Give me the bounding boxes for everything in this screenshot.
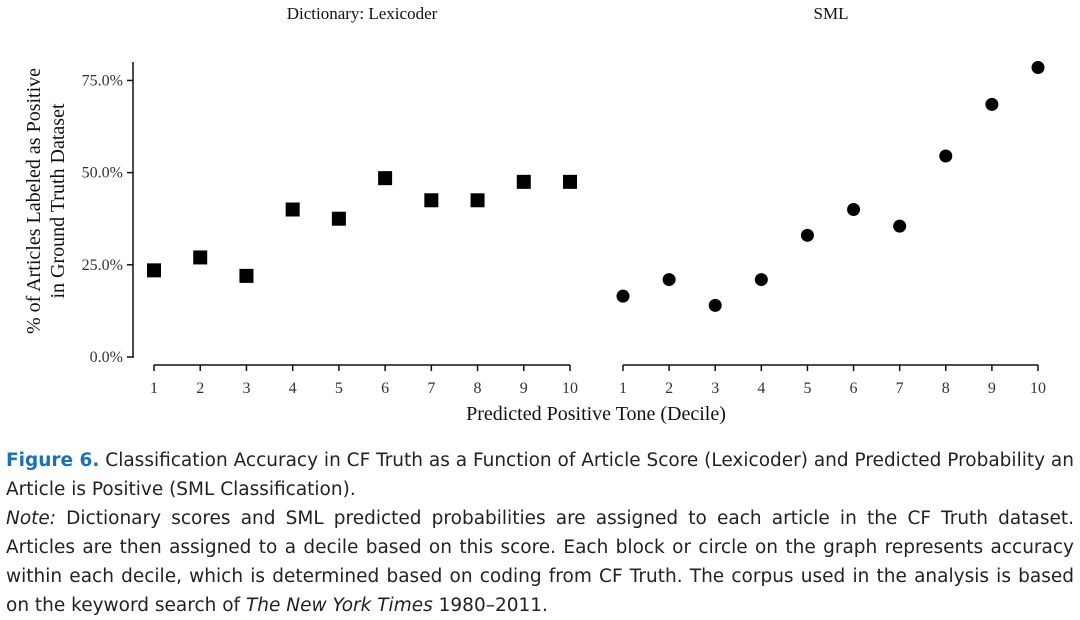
lexicoder-point [516,174,531,189]
lexicoder-point [378,171,393,186]
sml-point [754,273,768,287]
panel-title-sml: SML [814,4,849,23]
y-tick-label: 75.0% [82,72,123,89]
lexicoder-point [193,250,208,265]
sml-point [800,228,814,242]
y-axis-label-line1: % of Articles Labeled as Positive [23,68,45,334]
sml-point [708,298,722,312]
caption-title: Figure 6. Classification Accuracy in CF … [6,446,1074,504]
figure-caption: Figure 6. Classification Accuracy in CF … [6,446,1074,620]
note-text: Dictionary scores and SML predicted prob… [6,508,1074,616]
x-ticks-sml: 1 2 3 4 5 6 7 8 9 10 [619,380,1046,397]
x-tick-label: 7 [427,380,435,397]
sml-point [939,149,953,163]
x-ticks-lexicoder: 1 2 3 4 5 6 7 8 9 10 [150,380,578,397]
sml-point [1031,61,1045,75]
x-tick-label: 9 [520,380,528,397]
sml-point [847,203,861,216]
x-tick-marks [153,365,1039,371]
lexicoder-point [147,263,161,278]
journal-name: The New York Times [245,595,433,616]
x-tick-label: 7 [896,380,904,397]
sml-point [893,219,907,233]
x-tick-label: 4 [289,380,297,397]
x-axis-label: Predicted Positive Tone (Decile) [466,403,726,425]
x-tick-label: 10 [1030,380,1046,397]
data-points [147,61,1045,312]
caption-note: Note: Dictionary scores and SML predicte… [6,504,1074,620]
figure-label: Figure 6. [6,450,100,471]
y-ticks: 0.0% 25.0% 50.0% 75.0% [82,72,133,366]
x-tick-label: 9 [988,380,996,397]
lexicoder-point [470,193,485,208]
x-tick-label: 8 [942,380,950,397]
x-tick-label: 3 [711,380,719,397]
x-tick-label: 8 [474,380,482,397]
lexicoder-point [239,268,254,283]
y-tick-label: 50.0% [82,165,123,182]
x-tick-label: 5 [803,380,811,397]
x-tick-label: 1 [619,380,627,397]
x-tick-label: 2 [665,380,673,397]
x-tick-label: 3 [242,380,250,397]
chart: Dictionary: Lexicoder SML % of Articles … [23,4,1046,425]
lexicoder-point [563,174,577,189]
x-tick-label: 1 [150,380,158,397]
x-tick-label: 10 [562,380,578,397]
x-tick-label: 6 [381,380,389,397]
sml-point [616,289,630,303]
x-tick-label: 4 [757,380,765,397]
x-tick-label: 6 [850,380,858,397]
sml-point [662,273,676,287]
lexicoder-point [331,211,346,226]
y-tick-label: 25.0% [82,257,123,274]
x-tick-label: 2 [196,380,204,397]
x-tick-label: 5 [335,380,343,397]
note-end: 1980–2011. [432,595,548,616]
panel-title-lexicoder: Dictionary: Lexicoder [287,4,438,23]
y-tick-label: 0.0% [90,349,123,366]
sml-point [985,97,999,111]
lexicoder-point [285,202,300,217]
figure-text: Classification Accuracy in CF Truth as a… [6,450,1074,500]
lexicoder-point [424,193,439,208]
note-label: Note: [6,508,57,529]
y-axis-label-line2: in Ground Truth Dataset [47,103,69,298]
